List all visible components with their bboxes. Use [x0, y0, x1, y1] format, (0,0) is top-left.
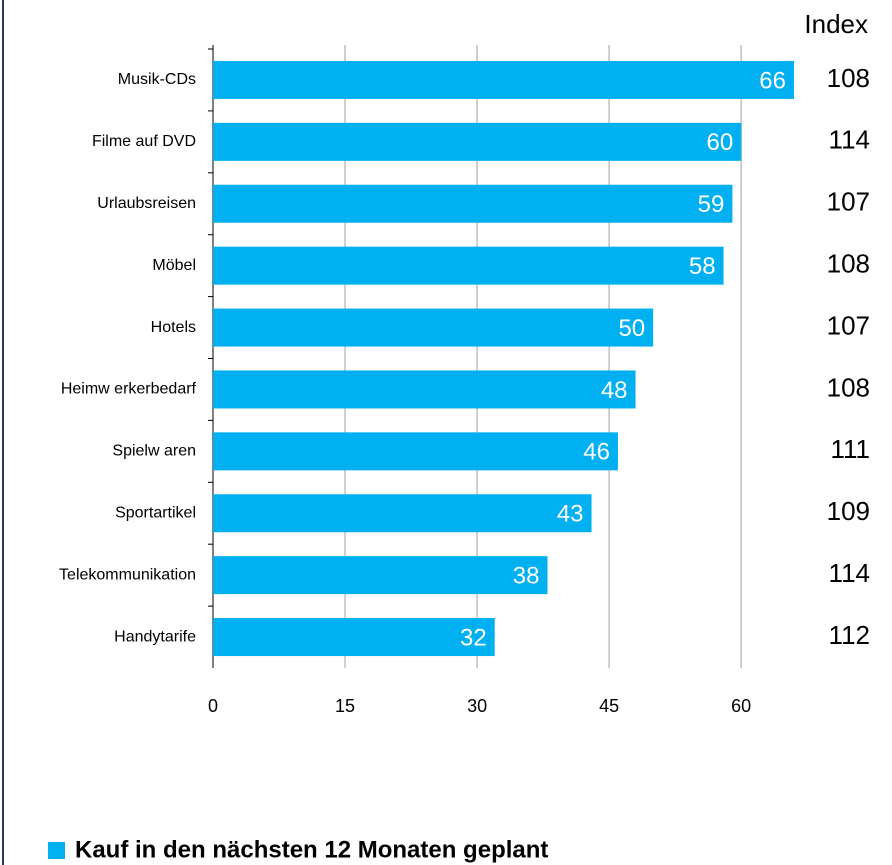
data-label: 60	[706, 129, 733, 156]
y-tick-label: Filme auf DVD	[92, 133, 196, 150]
index-value: 114	[829, 558, 870, 588]
y-tick-label: Telekommunikation	[59, 566, 196, 583]
index-value: 111	[830, 434, 870, 464]
index-value: 108	[827, 63, 870, 93]
y-tick-label: Möbel	[152, 257, 196, 274]
legend-label: Kauf in den nächsten 12 Monaten geplant	[75, 836, 548, 863]
index-value: 107	[827, 310, 870, 340]
y-tick-label: Sportartikel	[115, 504, 196, 521]
x-tick-label: 0	[208, 696, 218, 716]
bar	[213, 60, 794, 99]
y-tick-label: Hotels	[151, 319, 196, 336]
y-tick-label: Spielw aren	[112, 443, 196, 460]
data-label: 48	[601, 377, 628, 404]
index-value: 114	[829, 125, 870, 155]
data-label: 38	[513, 562, 540, 589]
data-label: 32	[460, 624, 487, 651]
data-label: 59	[698, 191, 725, 218]
bar	[213, 122, 742, 161]
index-value: 108	[827, 249, 870, 279]
data-label: 58	[689, 253, 716, 280]
data-label: 46	[583, 439, 610, 466]
bar	[213, 618, 495, 657]
y-tick-label: Musik-CDs	[118, 71, 196, 88]
legend-swatch	[48, 842, 65, 859]
index-title: Index	[804, 9, 868, 39]
bar	[213, 556, 548, 595]
index-value: 112	[829, 620, 870, 650]
data-label: 50	[618, 315, 645, 342]
bar	[213, 494, 592, 533]
y-tick-label: Urlaubsreisen	[97, 195, 196, 212]
y-tick-label: Handytarife	[114, 628, 196, 645]
index-value: 108	[827, 372, 870, 402]
bar	[213, 246, 724, 285]
y-tick-label: Heimw erkerbedarf	[61, 381, 197, 398]
data-label: 43	[557, 501, 584, 528]
bar	[213, 370, 636, 409]
x-tick-label: 30	[467, 696, 487, 716]
x-tick-label: 60	[731, 696, 751, 716]
bar	[213, 308, 654, 347]
index-value: 107	[827, 187, 870, 217]
index-value: 109	[827, 496, 870, 526]
bar	[213, 432, 618, 471]
data-label: 66	[759, 67, 786, 94]
x-tick-label: 45	[599, 696, 619, 716]
bar	[213, 184, 733, 223]
x-tick-label: 15	[335, 696, 355, 716]
